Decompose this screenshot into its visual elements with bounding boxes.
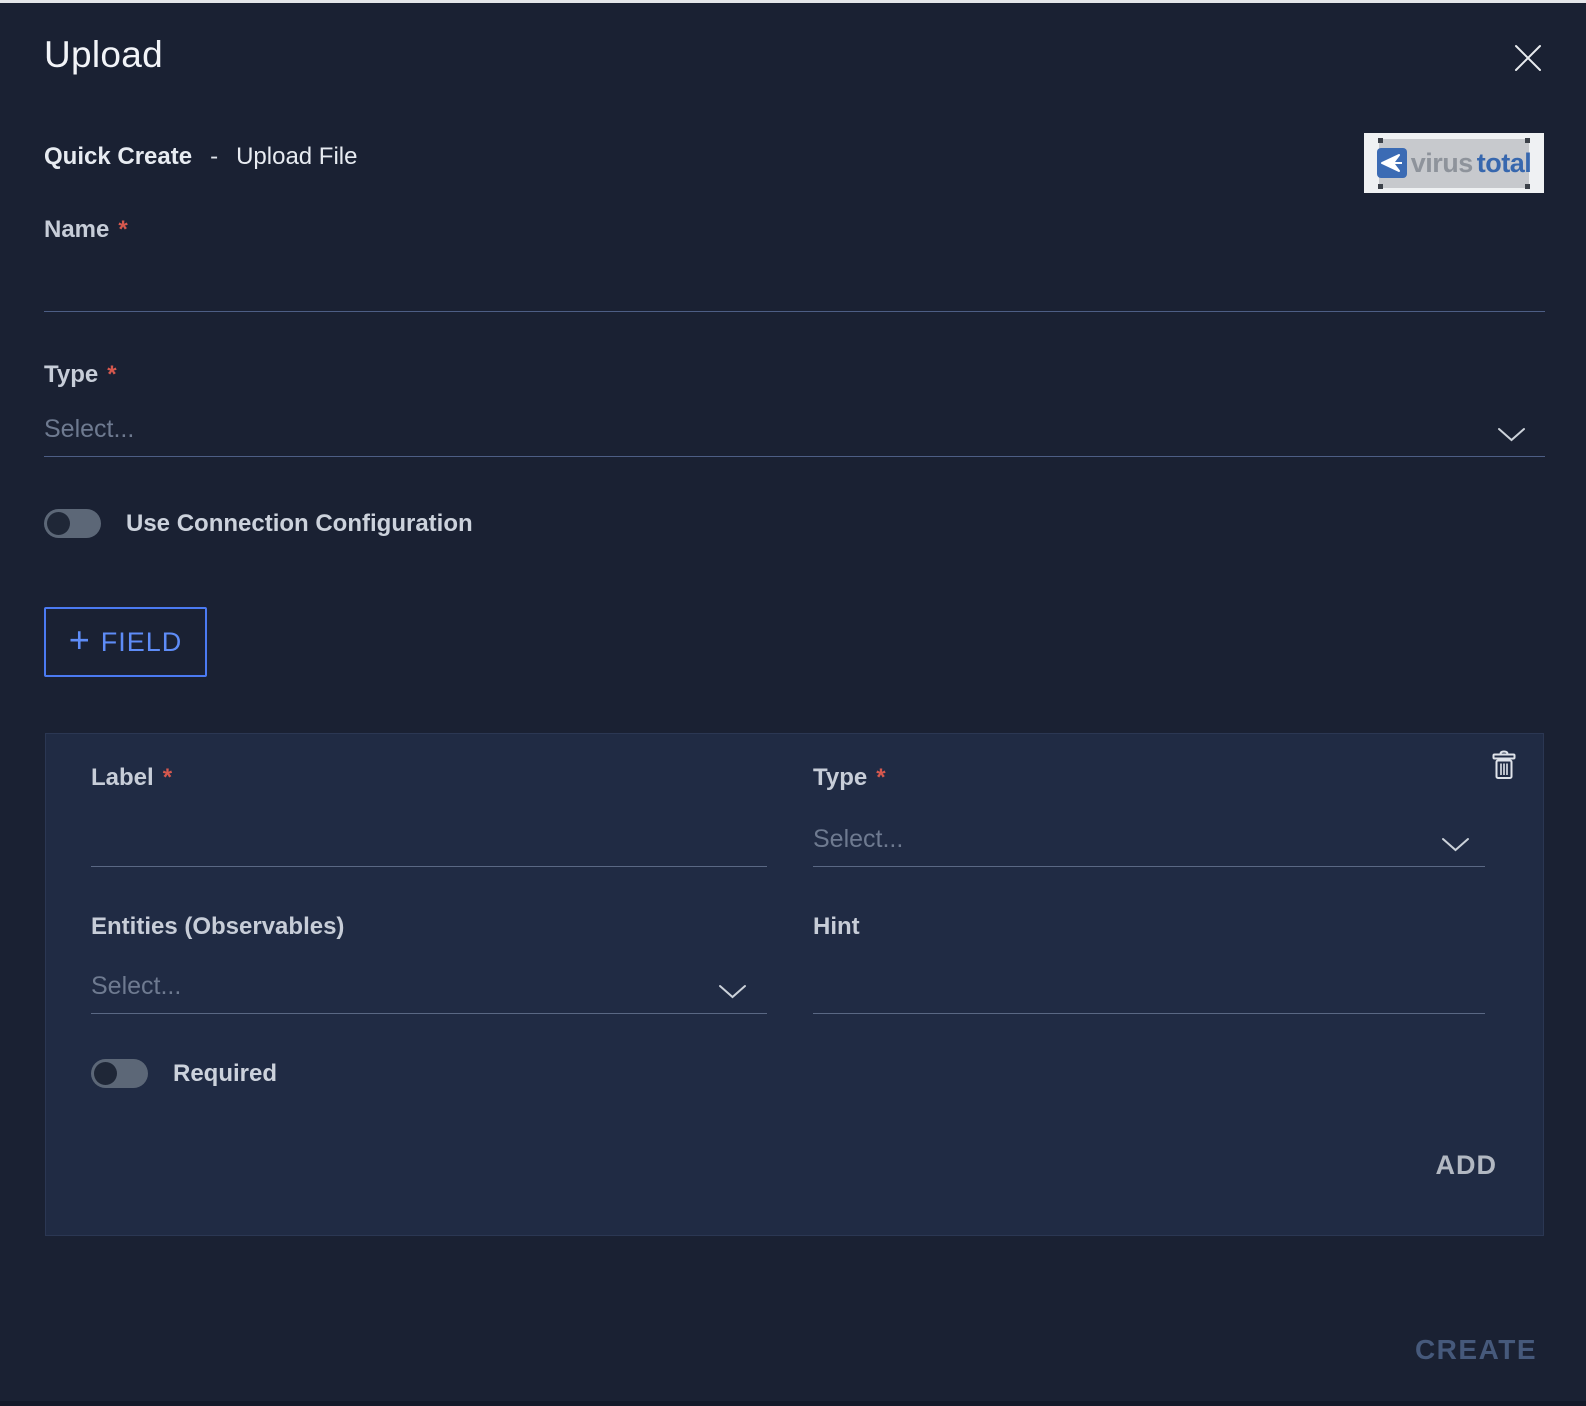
card-entities-select-placeholder: Select...: [91, 972, 182, 1000]
card-label-required-marker: *: [162, 764, 173, 791]
type-label-text: Type: [44, 361, 99, 388]
type-select-placeholder: Select...: [44, 415, 135, 443]
virustotal-icon: [1376, 148, 1407, 178]
toggle-knob: [94, 1062, 117, 1085]
card-type-select-placeholder: Select...: [813, 825, 904, 853]
card-hint-label: Hint: [813, 913, 860, 941]
delete-field-button[interactable]: [1489, 748, 1519, 782]
logo-text-virus: virus: [1410, 147, 1474, 178]
close-button[interactable]: [1510, 40, 1546, 76]
virustotal-logo: virus total: [1364, 133, 1544, 193]
card-type-label: Type *: [813, 764, 886, 792]
breadcrumb-separator: -: [210, 143, 219, 170]
name-label-text: Name: [44, 216, 110, 243]
bottom-divider: [0, 1401, 1586, 1406]
add-field-button-label: FIELD: [100, 626, 183, 657]
card-hint-input[interactable]: [813, 966, 1485, 1014]
add-button[interactable]: ADD: [1435, 1150, 1497, 1180]
breadcrumb-flow-name: Quick Create: [44, 143, 193, 170]
connection-toggle-row: Use Connection Configuration: [44, 509, 473, 538]
close-icon: [1514, 44, 1542, 72]
name-required-marker: *: [118, 216, 128, 243]
required-toggle-label: Required: [173, 1059, 278, 1087]
card-label-label: Label *: [91, 764, 172, 792]
add-field-button[interactable]: + FIELD: [44, 607, 207, 677]
connection-configuration-toggle[interactable]: [44, 509, 101, 538]
logo-text-total: total: [1476, 147, 1532, 178]
chevron-down-icon: [1497, 427, 1526, 442]
card-type-label-text: Type: [813, 764, 868, 791]
card-type-select[interactable]: Select...: [813, 813, 1485, 867]
logo-corner-handle: [1525, 183, 1530, 189]
card-entities-select[interactable]: Select...: [91, 959, 767, 1014]
page-title: Upload: [44, 34, 164, 75]
card-entities-label-text: Entities (Observables): [91, 913, 345, 940]
card-entities-label: Entities (Observables): [91, 913, 344, 941]
virustotal-logo-inner: virus total: [1376, 137, 1532, 189]
logo-corner-handle: [1378, 137, 1383, 143]
type-label: Type *: [44, 361, 117, 389]
breadcrumb-step-name: Upload File: [236, 143, 358, 170]
toggle-knob: [47, 512, 70, 535]
plus-icon: +: [68, 619, 91, 660]
card-type-required-marker: *: [876, 764, 886, 791]
type-select[interactable]: Select...: [44, 402, 1545, 457]
type-required-marker: *: [107, 361, 117, 388]
name-label: Name *: [44, 216, 128, 244]
top-divider: [0, 0, 1586, 3]
trash-icon: [1492, 750, 1516, 780]
required-toggle-row: Required: [91, 1059, 277, 1088]
field-card: Label * Type * Select... Entities (Observa…: [45, 733, 1544, 1236]
card-label-input[interactable]: [91, 819, 767, 867]
logo-corner-handle: [1378, 183, 1383, 189]
chevron-down-icon: [718, 984, 747, 999]
chevron-down-icon: [1441, 837, 1470, 852]
connection-toggle-label: Use Connection Configuration: [126, 509, 473, 537]
name-input[interactable]: [44, 262, 1545, 312]
create-button[interactable]: CREATE: [1414, 1334, 1537, 1365]
card-hint-label-text: Hint: [813, 913, 860, 940]
required-toggle[interactable]: [91, 1059, 148, 1088]
card-label-label-text: Label: [91, 764, 154, 791]
breadcrumb: Quick Create - Upload File: [44, 143, 357, 171]
logo-corner-handle: [1525, 137, 1530, 143]
